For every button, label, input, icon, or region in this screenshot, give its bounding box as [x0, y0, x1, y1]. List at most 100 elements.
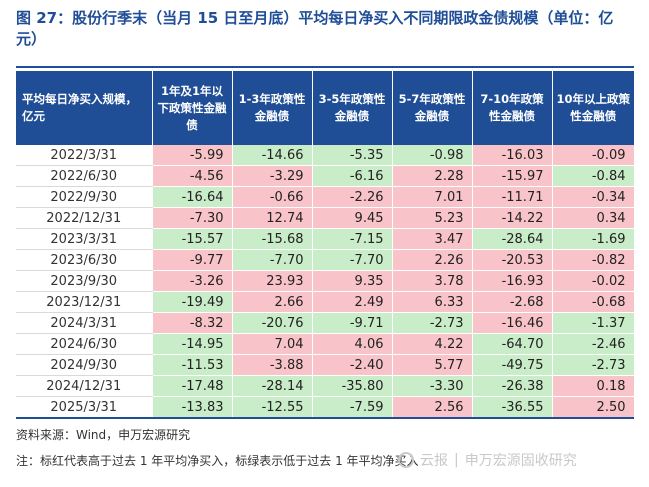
value-cell: -1.37 [552, 312, 635, 334]
value-cell: -28.64 [472, 228, 553, 250]
table-body: 2022/3/31 -5.99 -14.66 -5.35 -0.98 -16.03 -0.0… [16, 145, 635, 418]
value-cell: 7.01 [392, 186, 473, 208]
value-cell: 3.47 [392, 228, 473, 250]
value-cell: -2.26 [312, 186, 393, 208]
data-table: 平均每日净买入规模，亿元 1年及1年以下政策性金融债 1-3年政策性金融债 3-… [16, 71, 635, 418]
table-row: 2023/9/30 -3.26 23.93 9.35 3.78 -16.93 -0.02 [16, 270, 635, 292]
wechat-logo-icon [398, 452, 414, 468]
value-cell: 7.04 [232, 333, 313, 355]
footnote: 注：标红代表高于过去 1 年平均净买入，标绿表示低于过去 1 年平均净买入 [16, 454, 419, 468]
table-row: 2025/3/31 -13.83 -12.55 -7.59 2.56 -36.55 2.50 [16, 396, 635, 418]
date-cell: 2024/12/31 [16, 375, 153, 397]
date-cell: 2025/3/31 [16, 396, 153, 418]
source-note: 资料来源：Wind，申万宏源研究 [16, 428, 191, 442]
value-cell: -16.46 [472, 312, 553, 334]
table-row: 2024/9/30 -11.53 -3.88 -2.40 5.77 -49.75 -2.73 [16, 354, 635, 376]
header-row: 平均每日净买入规模，亿元 1年及1年以下政策性金融债 1-3年政策性金融债 3-… [16, 71, 634, 145]
value-cell: 2.49 [312, 291, 393, 313]
value-cell: 2.26 [392, 249, 473, 271]
table-row: 2024/12/31 -17.48 -28.14 -35.80 -3.30 -26.38 0… [16, 375, 635, 397]
value-cell: -3.30 [392, 375, 473, 397]
value-cell: -2.46 [552, 333, 635, 355]
value-cell: 5.23 [392, 207, 473, 229]
value-cell: -0.98 [392, 145, 473, 166]
header-cell: 3-5年政策性金融债 [312, 71, 393, 145]
value-cell: -0.02 [552, 270, 635, 292]
header-cell: 7-10年政策性金融债 [472, 71, 553, 145]
value-cell: -16.03 [472, 145, 553, 166]
value-cell: -2.40 [312, 354, 393, 376]
value-cell: -15.97 [472, 165, 553, 187]
value-cell: -7.30 [152, 207, 233, 229]
value-cell: -5.99 [152, 145, 233, 166]
value-cell: -7.70 [232, 249, 313, 271]
value-cell: 2.28 [392, 165, 473, 187]
value-cell: -14.66 [232, 145, 313, 166]
header-cell: 10年以上政策性金融债 [552, 71, 634, 145]
table-row: 2022/9/30 -16.64 -0.66 -2.26 7.01 -11.71 -0.34 [16, 186, 635, 208]
value-cell: 5.77 [392, 354, 473, 376]
value-cell: -11.53 [152, 354, 233, 376]
value-cell: -64.70 [472, 333, 553, 355]
value-cell: -14.22 [472, 207, 553, 229]
table-row: 2023/6/30 -9.77 -7.70 -7.70 2.26 -20.53 -0.82 [16, 249, 635, 271]
date-cell: 2024/9/30 [16, 354, 153, 376]
value-cell: -6.16 [312, 165, 393, 187]
value-cell: -9.77 [152, 249, 233, 271]
value-cell: 3.78 [392, 270, 473, 292]
date-cell: 2023/9/30 [16, 270, 153, 292]
value-cell: -5.35 [312, 145, 393, 166]
value-cell: -11.71 [472, 186, 553, 208]
value-cell: 9.45 [312, 207, 393, 229]
value-cell: -20.53 [472, 249, 553, 271]
value-cell: -2.73 [392, 312, 473, 334]
date-cell: 2023/12/31 [16, 291, 153, 313]
date-cell: 2024/6/30 [16, 333, 153, 355]
value-cell: -16.93 [472, 270, 553, 292]
value-cell: -15.68 [232, 228, 313, 250]
table-row: 2022/6/30 -4.56 -3.29 -6.16 2.28 -15.97 -0.84 [16, 165, 635, 187]
value-cell: -2.68 [472, 291, 553, 313]
value-cell: -12.55 [232, 396, 313, 418]
table-row: 2022/12/31 -7.30 12.74 9.45 5.23 -14.22 0.34 [16, 207, 635, 229]
watermark-account: 云报 [420, 453, 448, 469]
header-cell: 5-7年政策性金融债 [392, 71, 473, 145]
value-cell: -13.83 [152, 396, 233, 418]
value-cell: -7.15 [312, 228, 393, 250]
value-cell: -36.55 [472, 396, 553, 418]
value-cell: -8.32 [152, 312, 233, 334]
value-cell: 0.34 [552, 207, 635, 229]
page-title: 图 27：股份行季末（当月 15 日至月底）平均每日净买入不同期限政金债规模（单… [16, 9, 614, 48]
value-cell: -3.88 [232, 354, 313, 376]
date-cell: 2023/6/30 [16, 249, 153, 271]
value-cell: 23.93 [232, 270, 313, 292]
watermark: 云报 | 申万宏源固收研究 [398, 450, 577, 470]
value-cell: -0.84 [552, 165, 635, 187]
value-cell: -17.48 [152, 375, 233, 397]
value-cell: -7.59 [312, 396, 393, 418]
value-cell: -1.69 [552, 228, 635, 250]
bottom-rule [16, 417, 634, 419]
value-cell: -26.38 [472, 375, 553, 397]
value-cell: -0.66 [232, 186, 313, 208]
date-cell: 2022/3/31 [16, 145, 153, 166]
value-cell: -4.56 [152, 165, 233, 187]
value-cell: -3.26 [152, 270, 233, 292]
date-cell: 2022/6/30 [16, 165, 153, 187]
value-cell: -3.29 [232, 165, 313, 187]
table-row: 2023/12/31 -19.49 2.66 2.49 6.33 -2.68 -0.68 [16, 291, 635, 313]
date-cell: 2022/9/30 [16, 186, 153, 208]
title-rule [16, 66, 634, 68]
value-cell: 4.22 [392, 333, 473, 355]
value-cell: -0.82 [552, 249, 635, 271]
table-row: 2024/3/31 -8.32 -20.76 -9.71 -2.73 -16.46 -1.3… [16, 312, 635, 334]
watermark-sep: | [454, 452, 459, 468]
date-cell: 2024/3/31 [16, 312, 153, 334]
value-cell: -16.64 [152, 186, 233, 208]
value-cell: -15.57 [152, 228, 233, 250]
table-row: 2023/3/31 -15.57 -15.68 -7.15 3.47 -28.64 -1.6… [16, 228, 635, 250]
value-cell: -20.76 [232, 312, 313, 334]
value-cell: -7.70 [312, 249, 393, 271]
value-cell: 9.35 [312, 270, 393, 292]
value-cell: 4.06 [312, 333, 393, 355]
